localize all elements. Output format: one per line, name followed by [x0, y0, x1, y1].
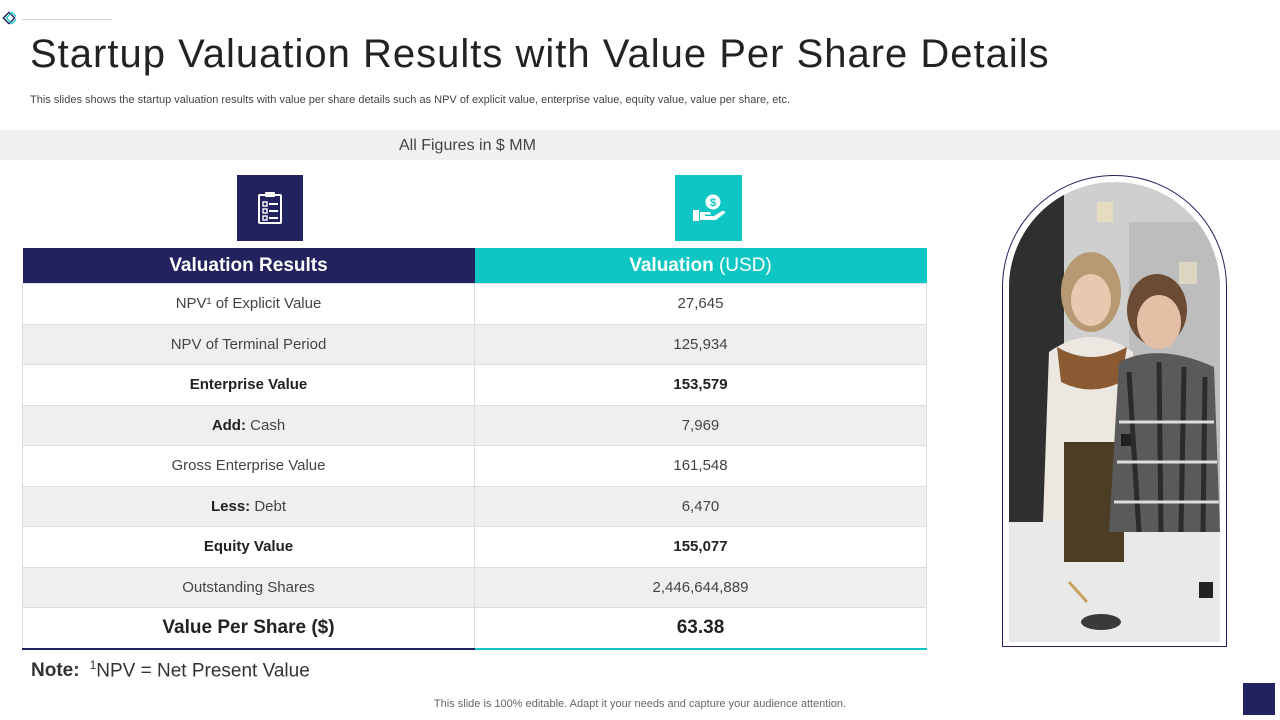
corner-square	[1243, 683, 1275, 715]
clipboard-checklist-icon	[237, 175, 303, 241]
note-sup: 1	[89, 658, 97, 672]
note-text: NPV = Net Present Value	[96, 660, 310, 682]
row-value-text: 155,077	[673, 538, 728, 556]
row-label-text: Equity Value	[203, 538, 294, 556]
table-row: Enterprise Value 153,579	[22, 364, 927, 406]
row-label-text: Debt	[254, 497, 287, 515]
row-label-prefix: Add:	[211, 416, 246, 434]
page-title: Startup Valuation Results with Value Per…	[30, 32, 1050, 76]
valuation-header-unit: (USD)	[718, 254, 772, 276]
row-label: Equity Value	[22, 526, 475, 568]
row-label: Value Per Share ($)	[22, 607, 475, 650]
photo-frame	[1002, 175, 1227, 647]
row-label: NPV¹ of Explicit Value	[22, 283, 475, 325]
row-value: 155,077	[474, 526, 927, 568]
people-photo	[1009, 182, 1220, 642]
table-row: Gross Enterprise Value 161,548	[22, 445, 927, 487]
table-row: Less: Debt 6,470	[22, 485, 927, 527]
hand-dollar-coin-icon: $	[675, 175, 742, 241]
figures-note: All Figures in $ MM	[399, 137, 536, 154]
table-row: Outstanding Shares 2,446,644,889	[22, 566, 927, 608]
row-label-text: Cash	[250, 416, 286, 434]
row-value: 63.38	[474, 607, 927, 650]
row-label: Gross Enterprise Value	[22, 445, 475, 487]
row-value: 27,645	[474, 283, 927, 325]
row-value: 125,934	[474, 323, 927, 365]
table-row: Add: Cash 7,969	[22, 404, 927, 446]
row-value: 161,548	[474, 445, 927, 487]
svg-text:$: $	[709, 197, 715, 209]
valuation-results-header: Valuation Results	[22, 248, 475, 284]
row-value: 2,446,644,889	[474, 566, 927, 608]
row-label: NPV of Terminal Period	[22, 323, 475, 365]
page-subtitle: This slides shows the startup valuation …	[30, 94, 790, 106]
row-label-text: Enterprise Value	[189, 376, 308, 394]
row-value: 7,969	[474, 404, 927, 446]
footnote: Note: 1NPV = Net Present Value	[31, 658, 310, 682]
row-label-prefix: Less:	[210, 497, 251, 515]
row-value-text: 153,579	[673, 376, 728, 394]
footer-text: This slide is 100% editable. Adapt it yo…	[433, 698, 847, 710]
valuation-header-label: Valuation	[629, 254, 714, 276]
table-row: NPV of Terminal Period 125,934	[22, 323, 927, 365]
table-row: NPV¹ of Explicit Value 27,645	[22, 283, 927, 325]
row-value-text: 63.38	[676, 616, 725, 638]
diamond-icon	[2, 11, 16, 25]
valuation-usd-header: Valuation (USD)	[474, 248, 927, 284]
row-label: Less: Debt	[22, 485, 475, 527]
table-row: Equity Value 155,077	[22, 526, 927, 568]
note-label: Note:	[31, 660, 80, 682]
corner-decor-line	[22, 19, 112, 20]
table-row: Value Per Share ($) 63.38	[22, 607, 927, 650]
row-label: Outstanding Shares	[22, 566, 475, 608]
row-label: Enterprise Value	[22, 364, 475, 406]
figures-band	[0, 130, 1280, 160]
row-label: Add: Cash	[22, 404, 475, 446]
table-header-row: Valuation Results Valuation (USD)	[22, 248, 927, 284]
row-value: 153,579	[474, 364, 927, 406]
row-value: 6,470	[474, 485, 927, 527]
valuation-table: Valuation Results Valuation (USD) NPV¹ o…	[22, 248, 927, 650]
row-label-text: Value Per Share ($)	[162, 616, 335, 638]
